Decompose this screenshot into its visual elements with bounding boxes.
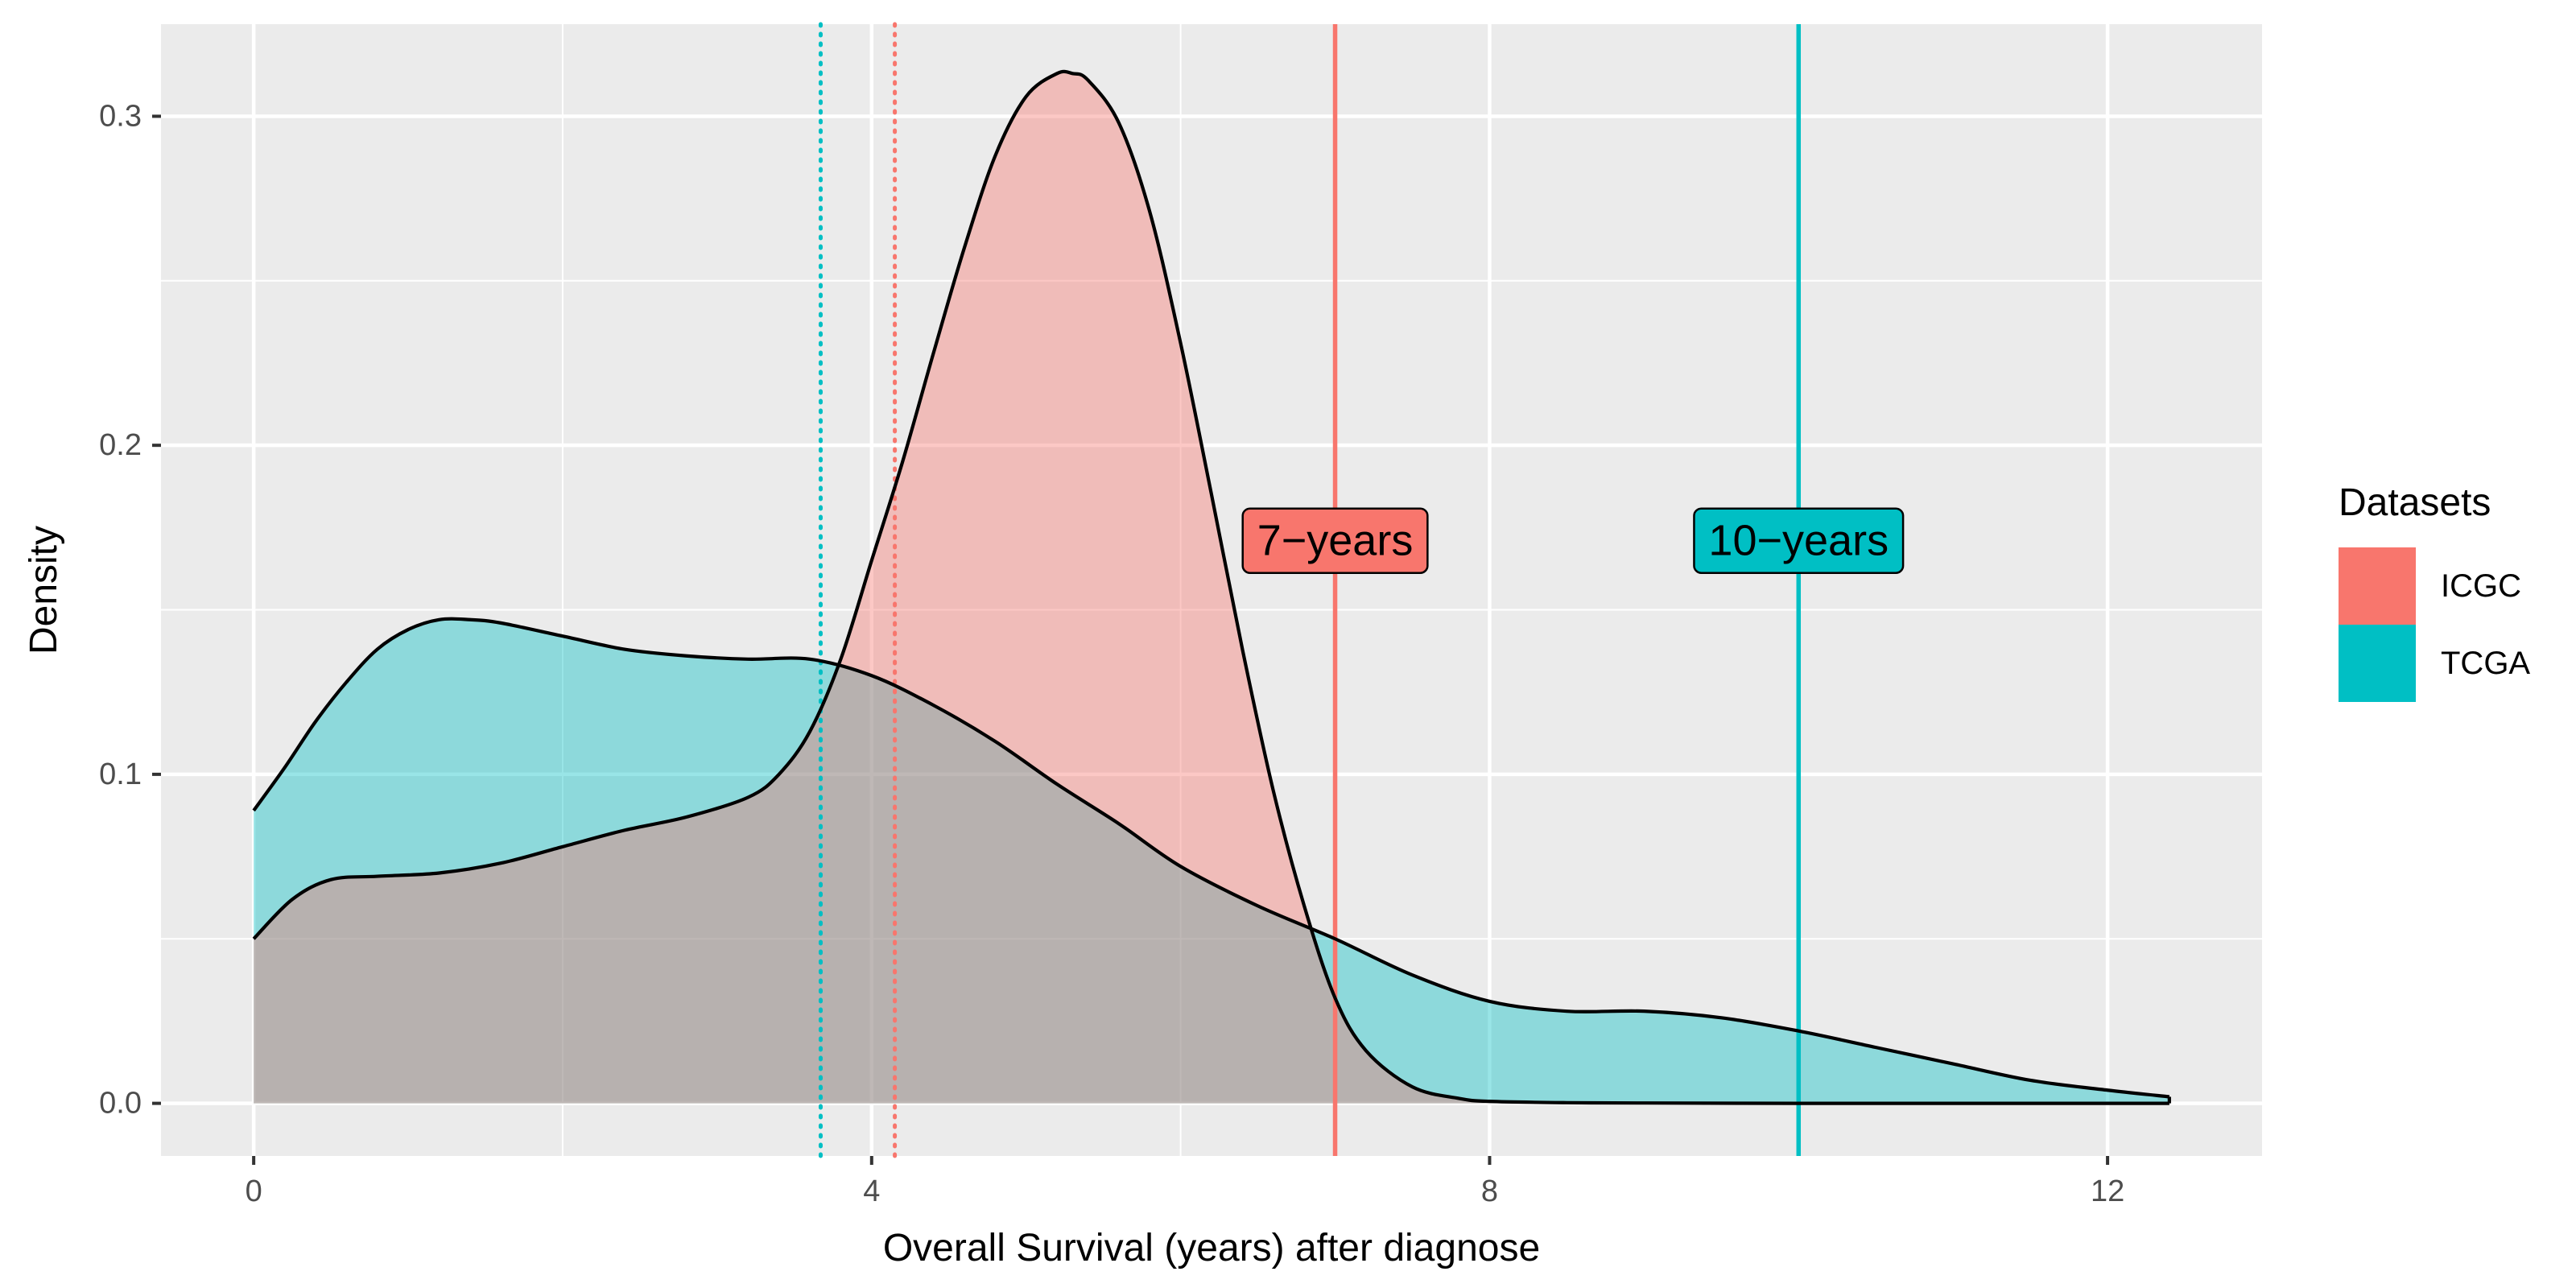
x-axis: 0 4 8 12 — [246, 1156, 2124, 1208]
legend: Datasets ICGC TCGA — [2339, 481, 2530, 702]
reference-lines — [818, 22, 1802, 1158]
y-tick-label: 0.2 — [99, 428, 142, 462]
legend-key-tcga — [2339, 625, 2416, 702]
legend-title: Datasets — [2339, 481, 2491, 524]
annotations: 7−years 10−years — [1241, 507, 1905, 574]
legend-label-icgc: ICGC — [2441, 568, 2521, 604]
legend-label-tcga: TCGA — [2441, 646, 2530, 681]
label-box — [1241, 507, 1429, 574]
y-axis: 0.0 0.1 0.2 0.3 — [99, 99, 161, 1121]
legend-key-icgc — [2339, 547, 2416, 625]
label-text: 7−years — [1257, 517, 1414, 565]
icgc-density-area — [254, 71, 2169, 1104]
x-tick-label: 12 — [2091, 1174, 2124, 1208]
y-axis-title: Density — [23, 526, 65, 654]
tcga-density-line — [252, 617, 2170, 1099]
x-axis-title: Overall Survival (years) after diagnose — [883, 1227, 1540, 1269]
x-tick-label: 4 — [863, 1174, 880, 1208]
label-box — [1693, 507, 1905, 574]
plot-panel — [161, 24, 2262, 1156]
density-outlines — [252, 69, 2171, 1105]
y-tick-label: 0.3 — [99, 99, 142, 133]
tcga-density-area — [254, 618, 2169, 1104]
label-7−years: 7−years — [1241, 507, 1429, 574]
y-tick-label: 0.1 — [99, 758, 142, 791]
x-tick-label: 0 — [246, 1174, 262, 1208]
label-text: 10−years — [1708, 517, 1889, 565]
label-10−years: 10−years — [1693, 507, 1905, 574]
x-tick-label: 8 — [1481, 1174, 1498, 1208]
icgc-density-line — [252, 69, 2169, 1105]
y-tick-label: 0.0 — [99, 1087, 142, 1121]
density-fills — [254, 71, 2169, 1104]
